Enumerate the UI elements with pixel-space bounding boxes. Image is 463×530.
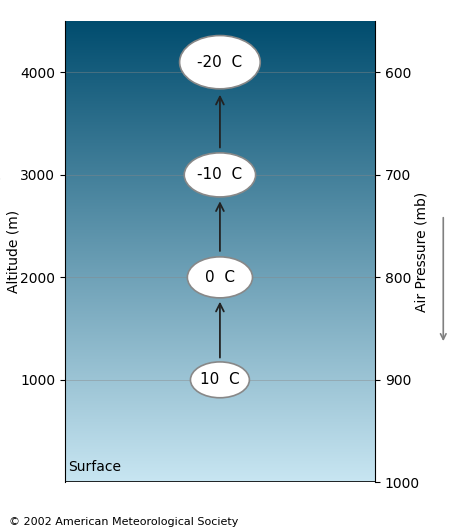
Ellipse shape	[184, 153, 256, 197]
Ellipse shape	[190, 362, 250, 398]
Text: Surface: Surface	[68, 460, 121, 474]
Text: 0  C: 0 C	[205, 270, 235, 285]
Ellipse shape	[180, 36, 260, 89]
Text: Altitude (m): Altitude (m)	[7, 210, 21, 293]
Text: © 2002 American Meteorological Society: © 2002 American Meteorological Society	[9, 517, 238, 527]
Ellipse shape	[188, 257, 252, 298]
Text: -10  C: -10 C	[197, 167, 243, 182]
Text: Air Pressure (mb): Air Pressure (mb)	[414, 192, 428, 312]
Text: -20  C: -20 C	[197, 55, 243, 69]
Text: 10  C: 10 C	[200, 373, 240, 387]
